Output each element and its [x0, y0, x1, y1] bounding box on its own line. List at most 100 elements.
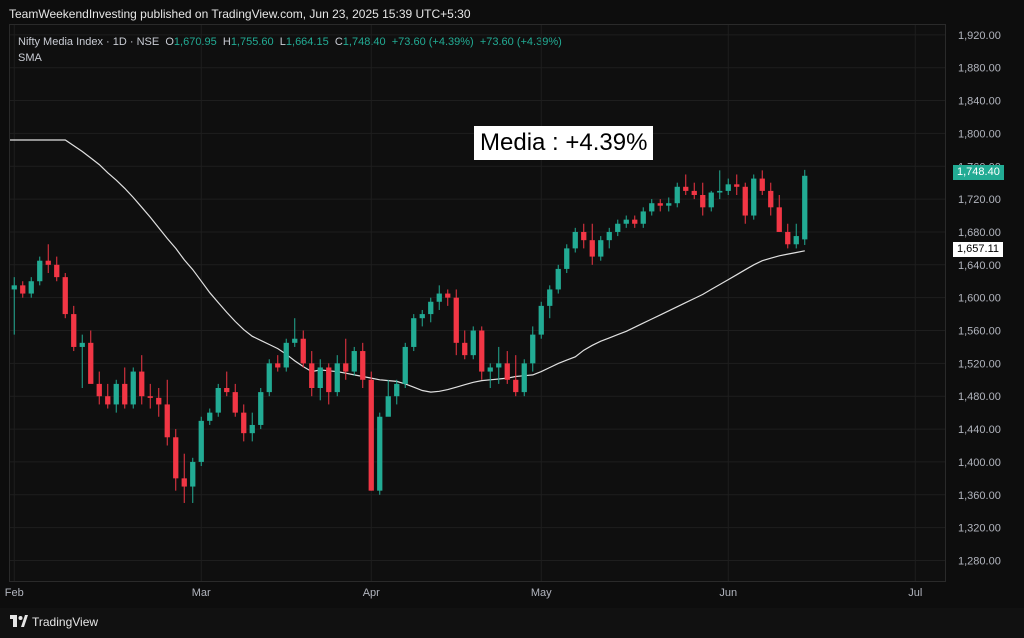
candle-body — [156, 397, 162, 405]
candle-up — [419, 309, 425, 327]
candle-up — [470, 326, 476, 360]
candle-up — [11, 277, 17, 335]
candle-body — [581, 231, 587, 241]
candle-down — [147, 383, 153, 409]
candle-down — [360, 342, 366, 389]
candle-body — [309, 363, 315, 389]
candle-up — [623, 215, 629, 228]
candle-body — [190, 461, 196, 487]
y-tick-label: 1,880.00 — [958, 63, 1001, 75]
candle-up — [555, 264, 561, 294]
candle-body — [674, 186, 680, 204]
candle-down — [776, 195, 782, 232]
candle-up — [113, 379, 119, 413]
candle-up — [249, 412, 255, 442]
candle-body — [479, 330, 485, 372]
y-tick-label: 1,320.00 — [958, 523, 1001, 535]
candle-up — [717, 170, 723, 200]
candle-down — [785, 223, 791, 249]
candle-body — [113, 383, 119, 405]
legend-indicator-sma[interactable]: SMA — [18, 52, 42, 64]
candle-body — [513, 379, 519, 393]
candle-up — [487, 363, 493, 389]
candle-body — [742, 186, 748, 216]
x-axis-labels: Feb Mar Apr May Jun Jul — [5, 587, 923, 599]
y-tick-label: 1,680.00 — [958, 227, 1001, 239]
candle-up — [428, 297, 434, 323]
candle-body — [11, 285, 17, 290]
legend-low-value: 1,664.15 — [285, 36, 329, 48]
sma-layer — [10, 139, 805, 393]
candle-body — [96, 383, 102, 397]
last-price-badge: 1,748.40 — [953, 165, 1004, 180]
legend-high-value: 1,755.60 — [230, 36, 274, 48]
candle-down — [275, 355, 281, 372]
candle-down — [122, 367, 128, 409]
legend-symbol[interactable]: Nifty Media Index · 1D · NSE — [18, 36, 160, 48]
y-tick-label: 1,520.00 — [958, 358, 1001, 370]
candle-body — [385, 396, 391, 417]
candle-down — [20, 281, 26, 298]
candle-down — [368, 371, 374, 491]
candle-body — [258, 392, 264, 425]
candle-down — [71, 305, 77, 352]
price-axis[interactable] — [946, 24, 1016, 582]
y-tick-label: 1,920.00 — [958, 30, 1001, 42]
candle-body — [181, 478, 187, 487]
candle-body — [241, 412, 247, 434]
candle-body — [54, 264, 60, 278]
candle-body — [37, 260, 43, 282]
y-tick-label: 1,280.00 — [958, 555, 1001, 567]
candle-down — [504, 351, 510, 384]
candle-down — [105, 383, 111, 409]
y-tick-label: 1,720.00 — [958, 194, 1001, 206]
candle-body — [606, 231, 612, 241]
candle-body — [751, 178, 757, 216]
candle-body — [776, 207, 782, 232]
candle-body — [283, 342, 289, 368]
candle-down — [462, 330, 468, 360]
annotation-label[interactable]: Media : +4.39% — [474, 126, 654, 160]
footer-bar — [0, 608, 1024, 638]
candle-body — [462, 342, 468, 356]
legend-change: +73.60 (+4.39%) — [391, 36, 474, 48]
candle-body — [657, 203, 663, 206]
candle-down — [88, 330, 94, 384]
candle-down — [691, 182, 697, 200]
candle-body — [377, 416, 383, 491]
candle-up — [708, 190, 714, 212]
x-tick-label: Jul — [908, 587, 922, 599]
y-axis-labels: 1,280.00 1,320.00 1,360.00 1,400.00 1,440.00… — [958, 30, 1001, 568]
candle-up — [564, 244, 570, 274]
candle-down — [683, 174, 689, 196]
candle-body — [623, 219, 629, 224]
legend-high-label: H — [222, 36, 231, 48]
x-tick-label: May — [531, 587, 552, 599]
candle-body — [45, 260, 51, 265]
candle-down — [139, 355, 145, 405]
candle-body — [317, 367, 323, 389]
candle-up — [334, 355, 340, 397]
candle-body — [487, 367, 493, 372]
candle-down — [232, 383, 238, 417]
candle-body — [632, 219, 638, 224]
time-axis[interactable] — [9, 582, 946, 604]
candle-down — [156, 388, 162, 417]
candle-down — [479, 326, 485, 380]
tradingview-logo-icon[interactable] — [10, 613, 28, 629]
candle-body — [79, 342, 85, 347]
tradingview-brand[interactable]: TradingView — [32, 615, 99, 629]
candle-down — [700, 182, 706, 216]
candle-up — [521, 359, 527, 397]
candle-down — [742, 182, 748, 224]
plot-area[interactable] — [9, 24, 946, 582]
candle-body — [589, 240, 595, 257]
candle-body — [428, 301, 434, 315]
candle-down — [759, 170, 765, 196]
candle-body — [343, 363, 349, 372]
candle-body — [640, 211, 646, 224]
y-tick-label: 1,440.00 — [958, 424, 1001, 436]
candle-body — [411, 318, 417, 347]
candle-body — [326, 367, 332, 393]
